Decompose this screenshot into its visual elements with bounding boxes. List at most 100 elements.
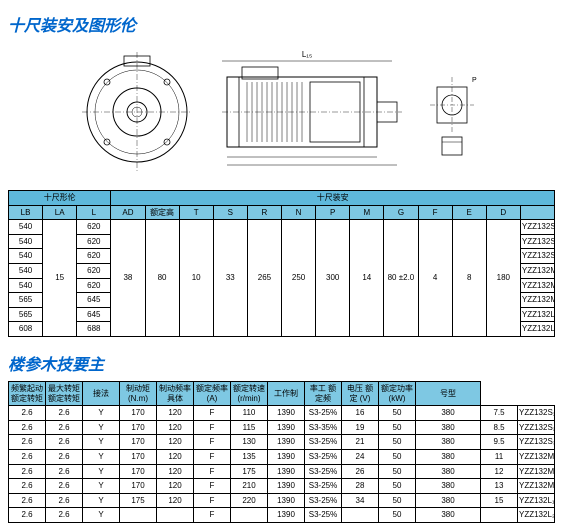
motor-side-view: L₁₅ [202,47,412,177]
table-row: 2.62.6Y170120F1101390S3-25%16503807.5YZZ… [9,406,555,421]
cell: YZZ132S₁-4 [520,220,554,235]
cell: 50 [379,435,416,450]
table-row: 2.62.6Y175120F2201390S3-25%345038015YZZ1… [9,493,555,508]
table-row: 2.62.6Y170120F1301390S3-25%21503809.5YZZ… [9,435,555,450]
cell: 2.6 [9,420,46,435]
cell: 1390 [268,449,305,464]
cell: 1390 [268,508,305,523]
cell: 380 [416,464,481,479]
cell: 1390 [268,464,305,479]
t2-header: 最大转矩 额定转矩 [46,381,83,405]
t2-header: 率工 额定频 [305,381,342,405]
cell: Y [83,449,120,464]
table-row: 2.62.6YF1390S3-25%50380YZZ132L₂-4 [9,508,555,523]
motor-diagram: L₁₅ P [8,42,555,182]
cell: 250 [282,220,316,337]
cell: Y [83,479,120,494]
t1-header: T [179,205,213,220]
svg-text:P: P [472,77,477,84]
cell: 2.6 [46,464,83,479]
cell: 380 [416,479,481,494]
t1-header: F [418,205,452,220]
cell: 300 [316,220,350,337]
cell: 26 [342,464,379,479]
cell: YZZ132M₂-4 [518,464,555,479]
t1-header: S [213,205,247,220]
cell: F [194,479,231,494]
t2-header: 频繁起动 额定转矩 [9,381,46,405]
cell: S3-25% [305,493,342,508]
cell: 130 [231,435,268,450]
cell: YZZ132L₁-4 [518,493,555,508]
cell: 24 [342,449,379,464]
cell: 380 [416,435,481,450]
cell: 2.6 [46,420,83,435]
cell: 380 [416,449,481,464]
cell: F [194,406,231,421]
cell: 380 [416,406,481,421]
cell: 80 ±2.0 [384,220,418,337]
cell: S3-25% [305,508,342,523]
cell: F [194,435,231,450]
t1-header: D [486,205,520,220]
cell: 540 [9,249,43,264]
cell: Y [83,464,120,479]
cell: 120 [157,435,194,450]
t2-header: 制动矩 (N.m) [120,381,157,405]
cell: 120 [157,406,194,421]
cell: Y [83,435,120,450]
cell: YZZ132S₂-4 [518,420,555,435]
t1-header: AD [111,205,145,220]
table-row: 2.62.6Y170120F1351390S3-25%245038011YZZ1… [9,449,555,464]
cell: YZZ132S₃-4 [518,435,555,450]
cell: 14 [350,220,384,337]
cell: 2.6 [46,435,83,450]
cell: 50 [379,420,416,435]
cell: 170 [120,464,157,479]
cell: 12 [481,464,518,479]
cell: 34 [342,493,379,508]
cell: 645 [77,293,111,308]
cell: 540 [9,220,43,235]
motor-front-view [82,52,192,172]
t2-header: 额定频率 (A) [194,381,231,405]
cell: 8 [452,220,486,337]
cell: 608 [9,322,43,337]
cell: 50 [379,479,416,494]
cell: 7.5 [481,406,518,421]
cell: 540 [9,263,43,278]
cell: 115 [231,420,268,435]
cell: 620 [77,278,111,293]
t1-header: N [282,205,316,220]
cell [342,508,379,523]
cell: 1390 [268,420,305,435]
cell: 175 [231,464,268,479]
cell: 15 [481,493,518,508]
cell: 9.5 [481,435,518,450]
cell: 2.6 [46,508,83,523]
cell: 120 [157,449,194,464]
table-row: 54015620388010332652503001480 ±2.048180Y… [9,220,555,235]
cell: 2.6 [9,435,46,450]
dimensions-table: 十尺形伦 十尺装安 LBLALAD额定高TSRNPMGFED 540156203… [8,190,555,337]
cell: 620 [77,234,111,249]
cell: 220 [231,493,268,508]
cell: 1390 [268,406,305,421]
cell: 210 [231,479,268,494]
cell: 1390 [268,435,305,450]
cell: 170 [120,479,157,494]
t1-header: G [384,205,418,220]
cell: 170 [120,406,157,421]
cell: 50 [379,406,416,421]
cell [157,508,194,523]
cell: S3-25% [305,449,342,464]
cell: YZZ132M₂-4 [520,278,554,293]
t1-header: P [316,205,350,220]
cell: 2.6 [9,479,46,494]
cell: 50 [379,449,416,464]
section2-title: 楼参木技要主 [8,351,555,375]
cell: 2.6 [9,508,46,523]
cell: 120 [157,420,194,435]
cell: 540 [9,278,43,293]
cell: 11 [481,449,518,464]
